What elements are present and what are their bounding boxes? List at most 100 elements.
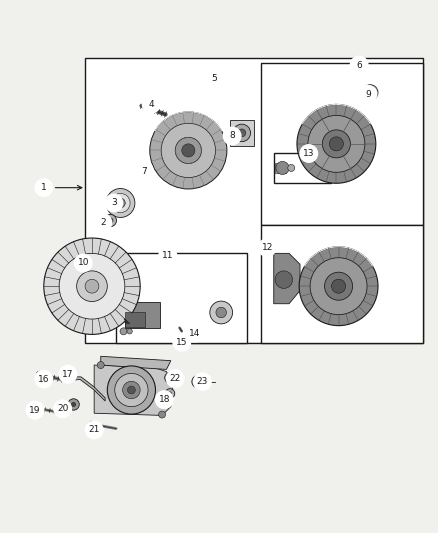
Circle shape [85, 279, 99, 293]
Text: 1: 1 [41, 183, 47, 192]
Polygon shape [101, 356, 171, 369]
Circle shape [166, 370, 184, 387]
Circle shape [111, 193, 130, 213]
Circle shape [155, 391, 173, 408]
Circle shape [194, 373, 211, 391]
Circle shape [116, 198, 125, 208]
Circle shape [192, 376, 204, 388]
Circle shape [97, 361, 104, 368]
Circle shape [233, 124, 251, 142]
Circle shape [168, 392, 172, 395]
Circle shape [68, 399, 79, 410]
Text: 16: 16 [38, 375, 49, 384]
Circle shape [299, 247, 378, 326]
Circle shape [89, 421, 95, 427]
Text: 2: 2 [100, 218, 106, 227]
Text: 23: 23 [197, 377, 208, 386]
Circle shape [120, 328, 127, 335]
Circle shape [329, 137, 343, 151]
Bar [261, 63, 423, 225]
Circle shape [77, 271, 107, 302]
Text: 19: 19 [29, 406, 41, 415]
Circle shape [258, 239, 276, 256]
Circle shape [308, 115, 365, 172]
Circle shape [165, 389, 175, 398]
Circle shape [35, 179, 53, 197]
Circle shape [54, 400, 71, 418]
Circle shape [206, 69, 223, 87]
Polygon shape [94, 365, 173, 415]
Text: 9: 9 [365, 90, 371, 99]
Circle shape [35, 370, 53, 388]
Text: 4: 4 [148, 100, 154, 109]
Bar [261, 225, 423, 343]
Bar [85, 59, 423, 343]
Text: 13: 13 [303, 149, 314, 158]
Circle shape [359, 86, 377, 103]
Circle shape [85, 421, 103, 439]
Text: 18: 18 [159, 395, 170, 404]
Circle shape [332, 279, 346, 293]
Polygon shape [68, 377, 105, 401]
Bar [230, 120, 254, 146]
Circle shape [115, 374, 148, 407]
Text: 21: 21 [88, 425, 100, 434]
Circle shape [136, 162, 153, 180]
Circle shape [74, 254, 92, 272]
Circle shape [300, 145, 318, 162]
Bar [125, 312, 145, 327]
Circle shape [210, 301, 233, 324]
Circle shape [59, 366, 77, 383]
Circle shape [322, 130, 350, 158]
Circle shape [106, 189, 135, 217]
Text: 3: 3 [111, 198, 117, 207]
Circle shape [142, 96, 160, 113]
Circle shape [288, 165, 295, 172]
Circle shape [127, 329, 132, 334]
Bar [275, 163, 286, 173]
Bar [116, 253, 247, 343]
Circle shape [159, 247, 177, 264]
Text: 15: 15 [176, 338, 187, 347]
Circle shape [216, 307, 226, 318]
Polygon shape [274, 253, 300, 304]
Text: 6: 6 [356, 61, 362, 69]
Circle shape [161, 123, 215, 177]
Circle shape [367, 89, 374, 96]
Circle shape [36, 371, 42, 377]
Circle shape [150, 112, 227, 189]
Circle shape [59, 253, 125, 319]
Text: 5: 5 [212, 74, 218, 83]
Circle shape [108, 218, 113, 223]
Circle shape [159, 411, 166, 418]
Circle shape [94, 214, 112, 231]
Circle shape [223, 127, 241, 145]
Circle shape [350, 56, 368, 74]
Circle shape [175, 138, 201, 164]
Circle shape [186, 324, 204, 342]
Circle shape [123, 381, 140, 399]
Text: 7: 7 [141, 166, 148, 175]
Circle shape [276, 161, 289, 174]
Circle shape [275, 271, 293, 288]
Circle shape [238, 129, 246, 137]
Circle shape [30, 405, 35, 410]
Bar [274, 152, 331, 183]
Text: 10: 10 [78, 259, 89, 268]
Bar [125, 302, 160, 328]
Circle shape [173, 334, 191, 351]
Circle shape [71, 402, 76, 407]
Circle shape [104, 214, 117, 227]
Text: 12: 12 [261, 243, 273, 252]
Circle shape [362, 85, 378, 101]
Text: 17: 17 [62, 370, 74, 379]
Text: 8: 8 [229, 132, 235, 141]
Circle shape [165, 373, 175, 383]
Circle shape [195, 379, 201, 384]
Text: 14: 14 [189, 328, 201, 337]
Circle shape [44, 238, 140, 334]
Text: 22: 22 [170, 374, 181, 383]
Circle shape [105, 194, 123, 212]
Text: 11: 11 [162, 251, 173, 260]
Circle shape [325, 272, 353, 300]
